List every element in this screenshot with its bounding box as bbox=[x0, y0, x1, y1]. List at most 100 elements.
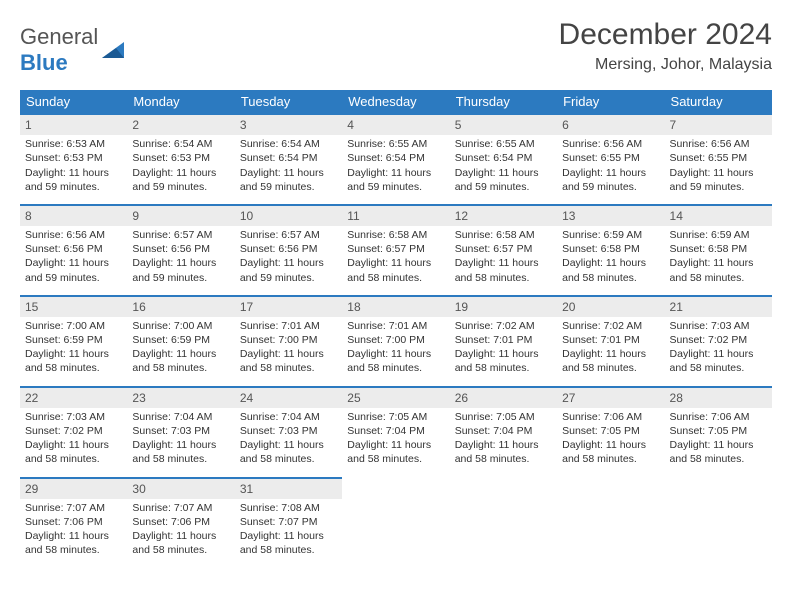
calendar-cell: 11Sunrise: 6:58 AMSunset: 6:57 PMDayligh… bbox=[342, 205, 449, 296]
sunset-line: Sunset: 6:56 PM bbox=[132, 242, 229, 256]
calendar-cell: 27Sunrise: 7:06 AMSunset: 7:05 PMDayligh… bbox=[557, 387, 664, 478]
sunrise-line: Sunrise: 6:59 AM bbox=[670, 228, 767, 242]
sunrise-line: Sunrise: 6:59 AM bbox=[562, 228, 659, 242]
sunrise-line: Sunrise: 7:06 AM bbox=[670, 410, 767, 424]
day-body: Sunrise: 7:04 AMSunset: 7:03 PMDaylight:… bbox=[235, 408, 342, 477]
calendar-cell: 16Sunrise: 7:00 AMSunset: 6:59 PMDayligh… bbox=[127, 296, 234, 387]
header: General Blue December 2024 Mersing, Joho… bbox=[20, 18, 772, 76]
calendar-week-row: 22Sunrise: 7:03 AMSunset: 7:02 PMDayligh… bbox=[20, 387, 772, 478]
daylight-line: Daylight: 11 hours and 58 minutes. bbox=[132, 347, 229, 375]
calendar-cell: 4Sunrise: 6:55 AMSunset: 6:54 PMDaylight… bbox=[342, 114, 449, 205]
day-body: Sunrise: 6:55 AMSunset: 6:54 PMDaylight:… bbox=[450, 135, 557, 204]
day-number: 18 bbox=[342, 297, 449, 317]
sunset-line: Sunset: 7:01 PM bbox=[455, 333, 552, 347]
logo-word-1: General bbox=[20, 24, 98, 49]
daylight-line: Daylight: 11 hours and 58 minutes. bbox=[455, 256, 552, 284]
sunrise-line: Sunrise: 7:03 AM bbox=[670, 319, 767, 333]
daylight-line: Daylight: 11 hours and 58 minutes. bbox=[347, 438, 444, 466]
sunrise-line: Sunrise: 6:56 AM bbox=[562, 137, 659, 151]
day-body: Sunrise: 7:04 AMSunset: 7:03 PMDaylight:… bbox=[127, 408, 234, 477]
day-number: 19 bbox=[450, 297, 557, 317]
day-number: 26 bbox=[450, 388, 557, 408]
daylight-line: Daylight: 11 hours and 58 minutes. bbox=[562, 256, 659, 284]
calendar-body: 1Sunrise: 6:53 AMSunset: 6:53 PMDaylight… bbox=[20, 114, 772, 567]
sunset-line: Sunset: 7:07 PM bbox=[240, 515, 337, 529]
day-number: 29 bbox=[20, 479, 127, 499]
calendar-week-row: 1Sunrise: 6:53 AMSunset: 6:53 PMDaylight… bbox=[20, 114, 772, 205]
day-number: 15 bbox=[20, 297, 127, 317]
sunset-line: Sunset: 6:55 PM bbox=[670, 151, 767, 165]
daylight-line: Daylight: 11 hours and 58 minutes. bbox=[347, 347, 444, 375]
daylight-line: Daylight: 11 hours and 58 minutes. bbox=[25, 438, 122, 466]
calendar-cell: 5Sunrise: 6:55 AMSunset: 6:54 PMDaylight… bbox=[450, 114, 557, 205]
daylight-line: Daylight: 11 hours and 59 minutes. bbox=[25, 256, 122, 284]
calendar-cell: 26Sunrise: 7:05 AMSunset: 7:04 PMDayligh… bbox=[450, 387, 557, 478]
day-number: 28 bbox=[665, 388, 772, 408]
sunrise-line: Sunrise: 7:04 AM bbox=[240, 410, 337, 424]
daylight-line: Daylight: 11 hours and 58 minutes. bbox=[25, 347, 122, 375]
sunset-line: Sunset: 6:53 PM bbox=[132, 151, 229, 165]
weekday-header: Tuesday bbox=[235, 90, 342, 114]
day-body: Sunrise: 6:57 AMSunset: 6:56 PMDaylight:… bbox=[235, 226, 342, 295]
daylight-line: Daylight: 11 hours and 59 minutes. bbox=[240, 256, 337, 284]
sunset-line: Sunset: 6:58 PM bbox=[562, 242, 659, 256]
day-number: 17 bbox=[235, 297, 342, 317]
day-body: Sunrise: 6:54 AMSunset: 6:53 PMDaylight:… bbox=[127, 135, 234, 204]
daylight-line: Daylight: 11 hours and 58 minutes. bbox=[25, 529, 122, 557]
daylight-line: Daylight: 11 hours and 59 minutes. bbox=[240, 166, 337, 194]
day-body: Sunrise: 7:02 AMSunset: 7:01 PMDaylight:… bbox=[557, 317, 664, 386]
calendar-cell: 2Sunrise: 6:54 AMSunset: 6:53 PMDaylight… bbox=[127, 114, 234, 205]
location-text: Mersing, Johor, Malaysia bbox=[559, 56, 772, 74]
sunset-line: Sunset: 7:02 PM bbox=[670, 333, 767, 347]
sunset-line: Sunset: 7:00 PM bbox=[347, 333, 444, 347]
daylight-line: Daylight: 11 hours and 58 minutes. bbox=[132, 438, 229, 466]
sunset-line: Sunset: 6:58 PM bbox=[670, 242, 767, 256]
calendar-cell: 24Sunrise: 7:04 AMSunset: 7:03 PMDayligh… bbox=[235, 387, 342, 478]
daylight-line: Daylight: 11 hours and 58 minutes. bbox=[670, 256, 767, 284]
sunrise-line: Sunrise: 7:01 AM bbox=[347, 319, 444, 333]
calendar-cell: 14Sunrise: 6:59 AMSunset: 6:58 PMDayligh… bbox=[665, 205, 772, 296]
sunrise-line: Sunrise: 7:05 AM bbox=[455, 410, 552, 424]
calendar-cell: 1Sunrise: 6:53 AMSunset: 6:53 PMDaylight… bbox=[20, 114, 127, 205]
calendar-cell: 7Sunrise: 6:56 AMSunset: 6:55 PMDaylight… bbox=[665, 114, 772, 205]
calendar-cell: 21Sunrise: 7:03 AMSunset: 7:02 PMDayligh… bbox=[665, 296, 772, 387]
weekday-header: Friday bbox=[557, 90, 664, 114]
daylight-line: Daylight: 11 hours and 58 minutes. bbox=[240, 438, 337, 466]
calendar-week-row: 8Sunrise: 6:56 AMSunset: 6:56 PMDaylight… bbox=[20, 205, 772, 296]
sunrise-line: Sunrise: 7:03 AM bbox=[25, 410, 122, 424]
sunset-line: Sunset: 7:05 PM bbox=[670, 424, 767, 438]
calendar-cell: 18 Sunrise: 7:01 AMSunset: 7:00 PMDayligh… bbox=[342, 296, 449, 387]
sunrise-line: Sunrise: 7:07 AM bbox=[132, 501, 229, 515]
daylight-line: Daylight: 11 hours and 59 minutes. bbox=[455, 166, 552, 194]
sunrise-line: Sunrise: 6:57 AM bbox=[132, 228, 229, 242]
day-body: Sunrise: 6:58 AMSunset: 6:57 PMDaylight:… bbox=[342, 226, 449, 295]
sunrise-line: Sunrise: 7:02 AM bbox=[562, 319, 659, 333]
day-body: Sunrise: 6:56 AMSunset: 6:55 PMDaylight:… bbox=[557, 135, 664, 204]
day-body: Sunrise: 7:08 AMSunset: 7:07 PMDaylight:… bbox=[235, 499, 342, 568]
calendar-cell bbox=[342, 478, 449, 568]
calendar-week-row: 29Sunrise: 7:07 AMSunset: 7:06 PMDayligh… bbox=[20, 478, 772, 568]
daylight-line: Daylight: 11 hours and 59 minutes. bbox=[562, 166, 659, 194]
calendar-cell: 19Sunrise: 7:02 AMSunset: 7:01 PMDayligh… bbox=[450, 296, 557, 387]
calendar-cell: 10Sunrise: 6:57 AMSunset: 6:56 PMDayligh… bbox=[235, 205, 342, 296]
sunrise-line: Sunrise: 6:56 AM bbox=[25, 228, 122, 242]
sunrise-line: Sunrise: 7:01 AM bbox=[240, 319, 337, 333]
daylight-line: Daylight: 11 hours and 58 minutes. bbox=[670, 438, 767, 466]
daylight-line: Daylight: 11 hours and 58 minutes. bbox=[670, 347, 767, 375]
day-body: Sunrise: 7:00 AMSunset: 6:59 PMDaylight:… bbox=[20, 317, 127, 386]
day-number: 16 bbox=[127, 297, 234, 317]
day-body: Sunrise: 7:03 AMSunset: 7:02 PMDaylight:… bbox=[20, 408, 127, 477]
sunrise-line: Sunrise: 7:00 AM bbox=[25, 319, 122, 333]
day-number: 22 bbox=[20, 388, 127, 408]
sunset-line: Sunset: 7:06 PM bbox=[25, 515, 122, 529]
sunrise-line: Sunrise: 7:00 AM bbox=[132, 319, 229, 333]
day-body: Sunrise: 7:06 AMSunset: 7:05 PMDaylight:… bbox=[557, 408, 664, 477]
sunset-line: Sunset: 7:04 PM bbox=[455, 424, 552, 438]
daylight-line: Daylight: 11 hours and 59 minutes. bbox=[670, 166, 767, 194]
sunrise-line: Sunrise: 6:58 AM bbox=[347, 228, 444, 242]
sunset-line: Sunset: 6:56 PM bbox=[240, 242, 337, 256]
daylight-line: Daylight: 11 hours and 58 minutes. bbox=[562, 347, 659, 375]
daylight-line: Daylight: 11 hours and 58 minutes. bbox=[240, 529, 337, 557]
sunset-line: Sunset: 7:03 PM bbox=[132, 424, 229, 438]
day-body: Sunrise: 6:58 AMSunset: 6:57 PMDaylight:… bbox=[450, 226, 557, 295]
